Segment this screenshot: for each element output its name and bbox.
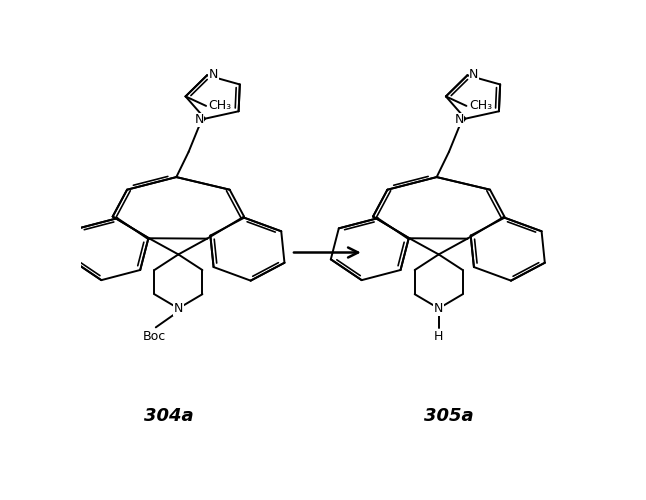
Text: N: N xyxy=(209,68,218,80)
Text: 304a: 304a xyxy=(143,407,193,425)
Text: N: N xyxy=(194,114,203,126)
Text: N: N xyxy=(455,114,464,126)
Text: N: N xyxy=(469,68,479,80)
Text: CH₃: CH₃ xyxy=(469,100,492,112)
Text: H: H xyxy=(434,330,443,342)
Text: N: N xyxy=(174,302,183,315)
Text: 305a: 305a xyxy=(424,407,474,425)
Text: Boc: Boc xyxy=(143,330,167,344)
Text: CH₃: CH₃ xyxy=(209,100,232,112)
Text: N: N xyxy=(434,302,443,315)
